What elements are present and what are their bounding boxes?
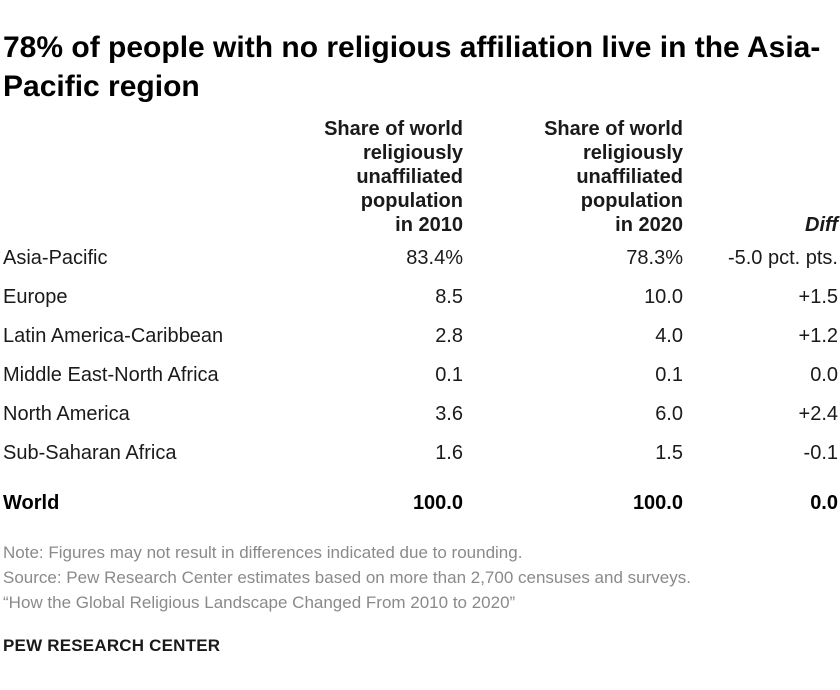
value-2020: 78.3% [626,247,683,269]
value-diff: -5.0 pct. pts. [727,247,838,269]
chart-title: 78% of people with no religious affiliat… [3,31,821,103]
publisher-logo-text: PEW RESEARCH CENTER [3,636,221,655]
column-header-2020-line: Share of world [544,118,683,140]
column-header-2010: Share of world religiously unaffiliated … [263,117,463,237]
table-row: Latin America-Caribbean 2.8 4.0 +1.2 [0,324,840,363]
table-row: Middle East-North Africa 0.1 0.1 0.0 [0,363,840,402]
value-diff: +1.2 [798,325,838,347]
column-header-2020: Share of world religiously unaffiliated … [483,117,683,237]
value-2010: 0.1 [435,364,463,386]
notes: Note: Figures may not result in differen… [3,540,691,615]
value-2010: 1.6 [435,442,463,464]
table-row: Sub-Saharan Africa 1.6 1.5 -0.1 [0,441,840,480]
row-label: World [3,492,60,514]
value-2010: 8.5 [435,286,463,308]
value-diff: +1.5 [798,286,838,308]
column-header-2010-line: population [360,190,463,212]
value-2010: 3.6 [435,403,463,425]
value-diff: 0.0 [810,364,838,386]
column-header-2010-line: Share of world [324,118,463,140]
column-header-2020-line: population [580,190,683,212]
column-header-2010-line: in 2010 [395,214,463,236]
value-2010: 83.4% [406,247,463,269]
value-2020: 1.5 [655,442,683,464]
report-title: “How the Global Religious Landscape Chan… [3,593,516,612]
value-2020: 100.0 [632,492,683,514]
value-2010: 100.0 [412,492,463,514]
table-row: Asia-Pacific 83.4% 78.3% -5.0 pct. pts. [0,246,840,285]
source-text: Source: Pew Research Center estimates ba… [3,568,691,587]
value-diff: 0.0 [810,492,838,514]
table-row: North America 3.6 6.0 +2.4 [0,402,840,441]
row-label: North America [3,403,130,425]
row-label: Asia-Pacific [3,247,108,269]
value-2020: 10.0 [644,286,683,308]
column-header-2010-line: religiously [362,142,463,164]
table-row: Europe 8.5 10.0 +1.5 [0,285,840,324]
value-2010: 2.8 [435,325,463,347]
value-diff: +2.4 [798,403,838,425]
row-label: Europe [3,286,68,308]
row-label: Sub-Saharan Africa [3,442,177,464]
row-label: Middle East-North Africa [3,364,219,386]
column-header-2020-line: unaffiliated [576,166,683,188]
note-text: Note: Figures may not result in differen… [3,543,523,562]
column-header-2020-line: in 2020 [615,214,683,236]
value-2020: 0.1 [655,364,683,386]
column-header-diff: Diff [805,214,838,236]
column-header-2010-line: unaffiliated [356,166,463,188]
value-diff: -0.1 [803,442,838,464]
value-2020: 6.0 [655,403,683,425]
row-label: Latin America-Caribbean [3,325,224,347]
column-header-2020-line: religiously [582,142,683,164]
total-row: World 100.0 100.0 0.0 [0,491,840,530]
value-2020: 4.0 [655,325,683,347]
